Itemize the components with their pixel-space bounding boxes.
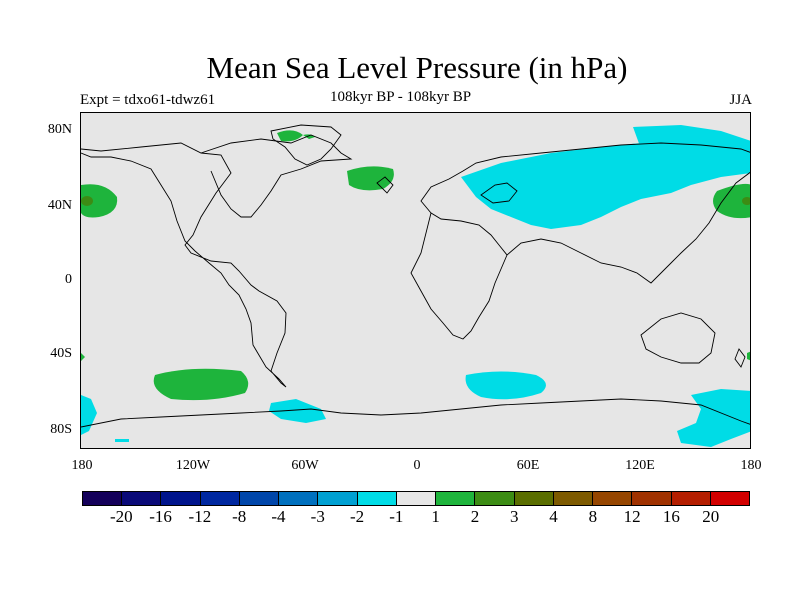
coastlines bbox=[81, 124, 750, 428]
colorbar-tick-label: 16 bbox=[662, 507, 680, 526]
darker-green-core-east bbox=[742, 197, 750, 205]
new-zealand-coast bbox=[734, 348, 746, 368]
colorbar-tick-label: 2 bbox=[470, 507, 480, 526]
colorbar-tick-label: 4 bbox=[549, 507, 558, 526]
colorbar-tick-label: -20 bbox=[109, 507, 133, 526]
colorbar-segment bbox=[396, 492, 437, 505]
colorbar-tick-label: 3 bbox=[509, 507, 519, 526]
british-isles bbox=[376, 176, 394, 194]
colorbar-tick-label: -1 bbox=[389, 507, 404, 526]
negative-anomaly-regions bbox=[81, 125, 750, 447]
lat-label-40n: 40N bbox=[47, 198, 72, 213]
lat-label-40s: 40S bbox=[50, 346, 72, 361]
colorbar-tick-label: -12 bbox=[188, 507, 212, 526]
lon-label-180-east: 180 bbox=[740, 458, 762, 473]
green-region-edge-east bbox=[747, 351, 750, 361]
green-region-north-atlantic bbox=[347, 166, 394, 191]
colorbar-segment bbox=[593, 492, 633, 505]
colorbar-segment bbox=[200, 492, 240, 505]
colorbar bbox=[82, 491, 750, 506]
darker-green-core-west bbox=[81, 196, 93, 206]
caspian-black-sea bbox=[480, 182, 518, 204]
lon-label-180-west: 180 bbox=[71, 458, 93, 473]
cyan-region-small bbox=[115, 439, 129, 442]
colorbar-segment bbox=[436, 492, 476, 505]
americas-coast bbox=[81, 142, 287, 388]
colorbar-segment bbox=[122, 492, 162, 505]
cyan-region-antarctic-west bbox=[81, 395, 97, 435]
australia-coast bbox=[640, 312, 716, 364]
colorbar-tick-label: -4 bbox=[271, 507, 286, 526]
colorbar-segment bbox=[318, 492, 358, 505]
eurasia-north-coast bbox=[420, 142, 750, 214]
colorbar-segment bbox=[632, 492, 672, 505]
lon-label-60e: 60E bbox=[516, 458, 540, 473]
green-region-south-pacific bbox=[153, 368, 249, 401]
lon-label-60w: 60W bbox=[291, 458, 319, 473]
colorbar-tick-label: -3 bbox=[310, 507, 325, 526]
antarctica-coast bbox=[81, 398, 750, 428]
lat-label-80n: 80N bbox=[47, 122, 72, 137]
colorbar-segment bbox=[161, 492, 201, 505]
asia-south-coast bbox=[506, 171, 750, 284]
green-region-greenland bbox=[277, 130, 303, 142]
map-panel bbox=[80, 112, 751, 449]
cyan-region-ross bbox=[677, 389, 750, 447]
colorbar-segment bbox=[357, 492, 397, 505]
colorbar-tick-label: 12 bbox=[623, 507, 641, 526]
green-region-north-pacific-west bbox=[713, 183, 750, 219]
world-map bbox=[81, 113, 750, 448]
lon-label-120e: 120E bbox=[625, 458, 655, 473]
colorbar-segment bbox=[514, 492, 554, 505]
green-region-edge-west bbox=[81, 353, 85, 361]
season-label: JJA bbox=[729, 92, 752, 108]
lat-label-80s: 80S bbox=[50, 422, 72, 437]
cyan-region-weddell bbox=[269, 399, 326, 423]
colorbar-segment bbox=[239, 492, 280, 505]
colorbar-tick-label: -16 bbox=[149, 507, 172, 526]
experiment-label: Expt = tdxo61-tdwz61 bbox=[80, 92, 216, 108]
colorbar-segment bbox=[553, 492, 594, 505]
colorbar-segment bbox=[279, 492, 319, 505]
colorbar-segment bbox=[475, 492, 515, 505]
period-label: 108kyr BP - 108kyr BP bbox=[330, 89, 472, 105]
colorbar-tick-label: 20 bbox=[702, 507, 720, 526]
cyan-region-south-indian-ocean bbox=[465, 371, 546, 400]
colorbar-tick-label: -2 bbox=[349, 507, 365, 526]
positive-anomaly-regions bbox=[81, 130, 750, 401]
colorbar-segment bbox=[710, 492, 749, 505]
lon-label-120w: 120W bbox=[175, 458, 211, 473]
colorbar-segment bbox=[83, 492, 123, 505]
colorbar-tick-label: 8 bbox=[588, 507, 598, 526]
cyan-region-eurasia bbox=[461, 143, 750, 229]
colorbar-segment bbox=[671, 492, 711, 505]
chart-title: Mean Sea Level Pressure (in hPa) bbox=[206, 50, 628, 85]
canada-coast bbox=[200, 134, 353, 218]
greenland-coast bbox=[270, 124, 342, 166]
colorbar-tick-label: 1 bbox=[431, 507, 440, 526]
lon-label-0: 0 bbox=[413, 458, 421, 473]
colorbar-tick-label: -8 bbox=[232, 507, 247, 526]
africa-coast bbox=[410, 212, 508, 340]
green-region-north-pacific-east bbox=[81, 184, 118, 218]
lat-label-0: 0 bbox=[65, 272, 72, 287]
